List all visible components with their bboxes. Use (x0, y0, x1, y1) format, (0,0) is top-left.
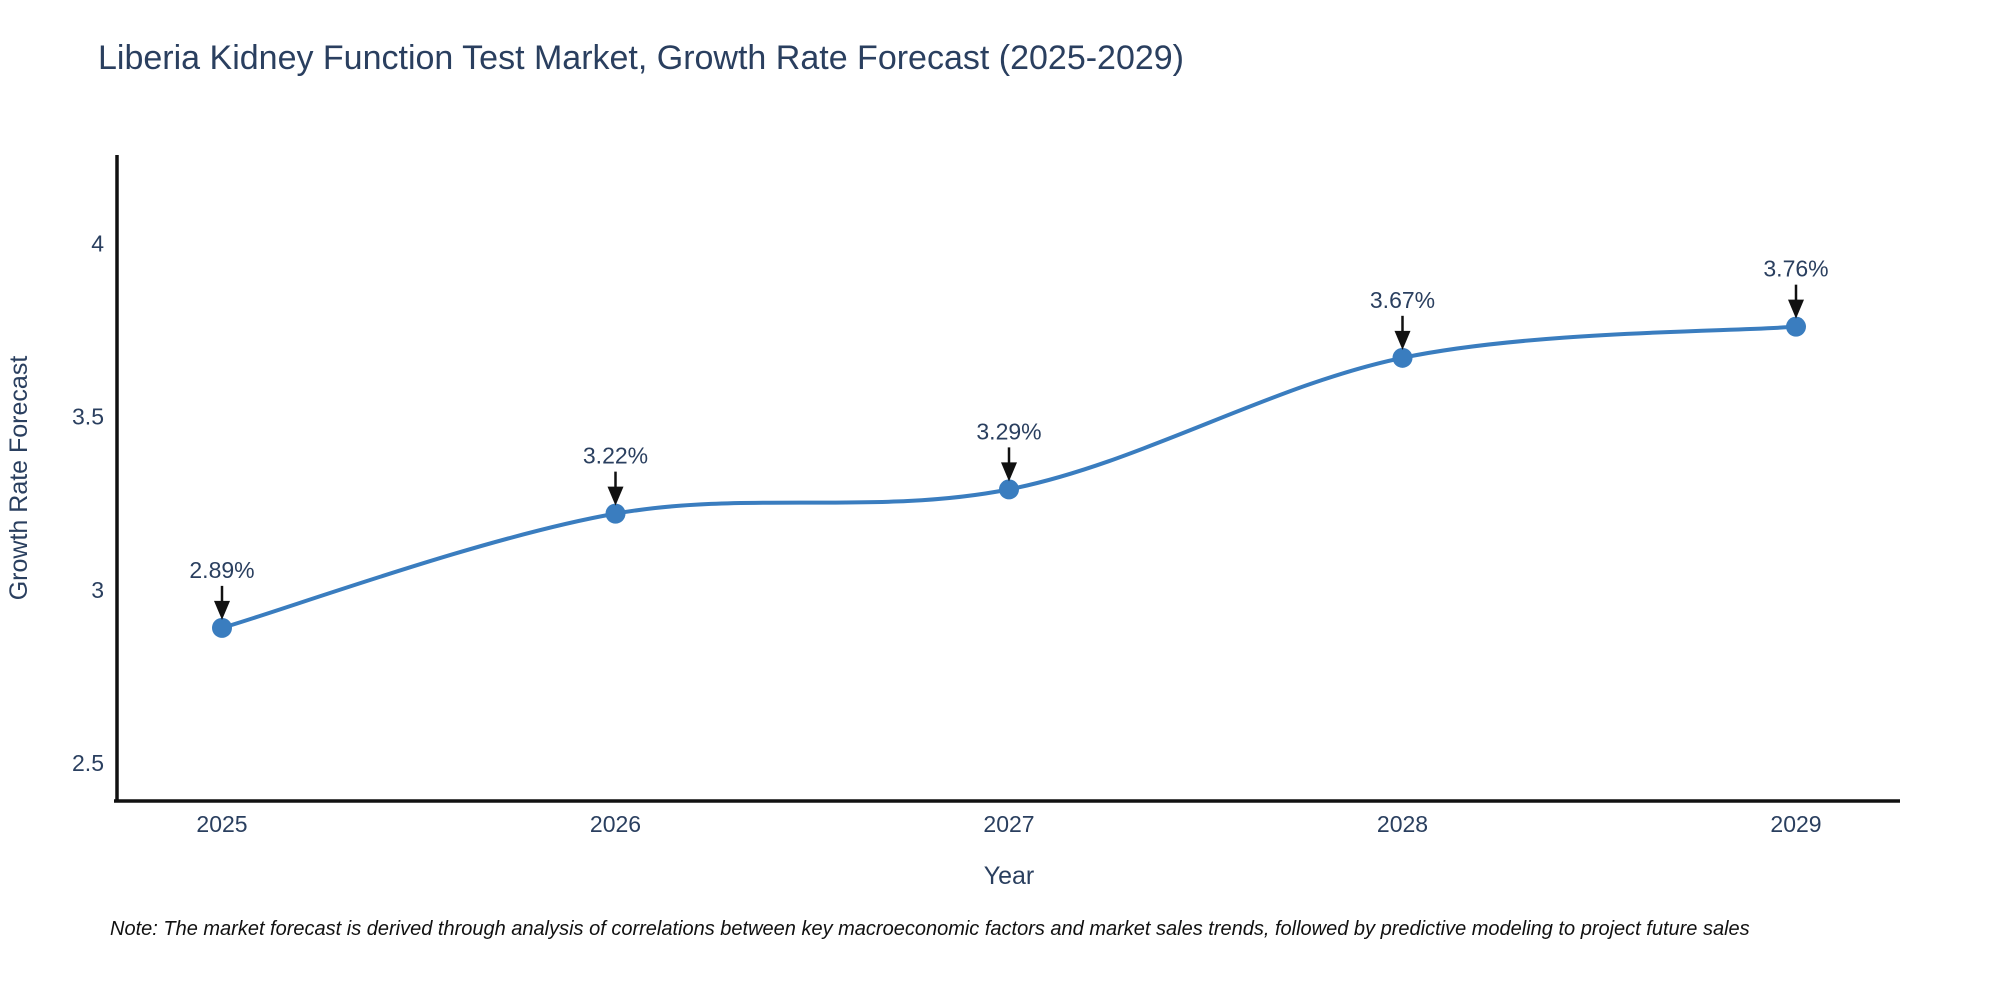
annotation-arrowhead-icon (607, 486, 624, 506)
annotation-arrowhead-icon (1788, 299, 1804, 319)
chart-title: Liberia Kidney Function Test Market, Gro… (98, 39, 1185, 77)
data-point-2026 (605, 503, 626, 524)
annotation-arrowhead-icon (214, 600, 230, 620)
x-axis-title: Year (984, 862, 1035, 890)
point-annotation-label: 2.89% (189, 557, 254, 583)
y-tick-label: 4 (91, 231, 104, 257)
annotation-arrowhead-icon (1001, 462, 1017, 482)
data-point-2028 (1392, 347, 1413, 368)
x-tick-label: 2029 (1770, 811, 1821, 837)
y-tick-label: 3 (91, 577, 104, 603)
footnote: Note: The market forecast is derived thr… (110, 918, 1750, 940)
x-tick-label: 2025 (196, 811, 247, 837)
data-point-2027 (999, 479, 1019, 500)
point-annotation-label: 3.76% (1763, 256, 1828, 282)
point-annotation-label: 3.67% (1370, 287, 1435, 313)
point-annotation-label: 3.29% (976, 418, 1041, 444)
x-tick-label: 2028 (1377, 811, 1428, 837)
y-axis-title: Growth Rate Forecast (5, 356, 33, 601)
chart-plot-area: 2.5 3 3.5 4 2025 2026 2027 2028 2029 2.89% 3.22% 3.… (72, 155, 1900, 837)
y-tick-label: 3.5 (72, 404, 104, 430)
y-tick-label: 2.5 (72, 750, 104, 776)
x-tick-label: 2027 (983, 811, 1034, 837)
data-point-2025 (212, 617, 232, 638)
data-point-2029 (1786, 316, 1806, 337)
annotation-arrowhead-icon (1394, 330, 1411, 350)
point-annotation-label: 3.22% (583, 443, 648, 469)
x-tick-label: 2026 (590, 811, 641, 837)
